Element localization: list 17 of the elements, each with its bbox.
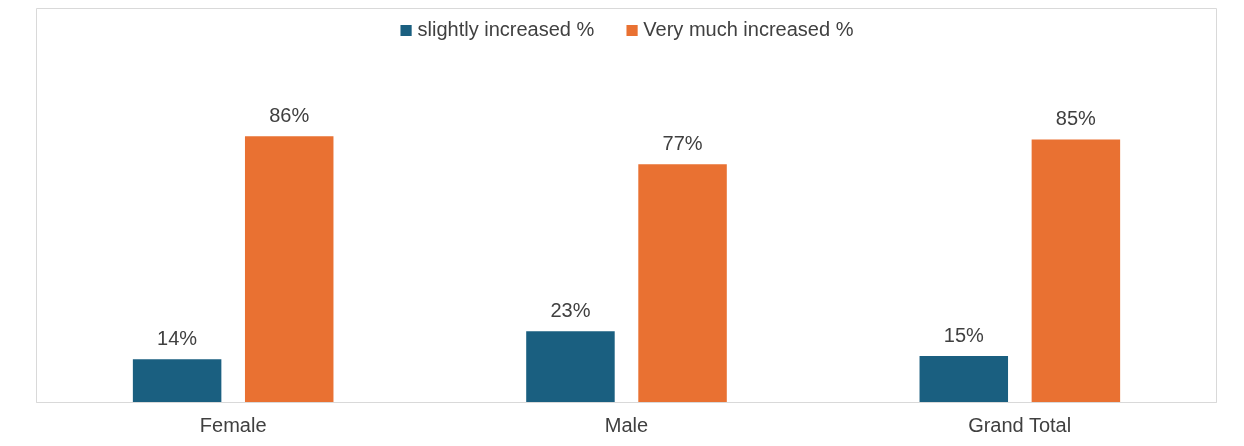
data-label: 86% [269, 104, 310, 127]
x-tick-label: Grand Total [968, 413, 1072, 436]
bar [526, 331, 615, 403]
x-tick-label: Male [604, 413, 649, 436]
bar [919, 356, 1009, 403]
legend-label: Very much increased % [643, 18, 854, 41]
bar [132, 359, 222, 403]
data-label: 14% [157, 327, 198, 350]
bar [638, 164, 727, 403]
data-label: 77% [662, 132, 703, 155]
x-tick-label: Female [199, 413, 267, 436]
bar [1031, 139, 1121, 403]
legend-label: slightly increased % [417, 18, 595, 41]
data-label: 15% [943, 324, 985, 347]
bar [244, 136, 334, 403]
data-label: 85% [1055, 107, 1097, 130]
data-label: 23% [550, 299, 591, 322]
